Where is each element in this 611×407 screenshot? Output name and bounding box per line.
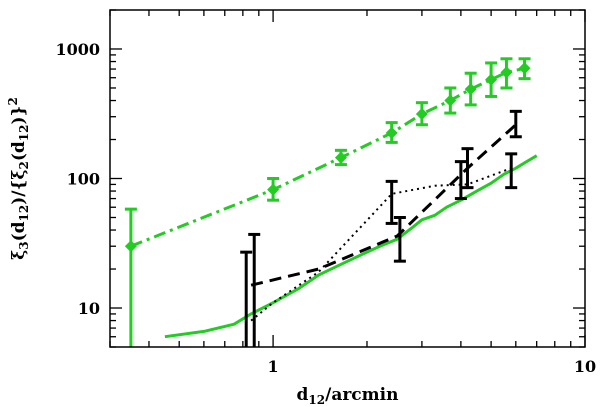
error-bar (248, 232, 261, 347)
error-bar (240, 250, 253, 347)
error-bar (393, 215, 406, 263)
error-bar (509, 109, 522, 139)
error-bar (124, 207, 137, 347)
plot-area (124, 57, 538, 347)
y-tick-label: 1000 (55, 40, 100, 59)
series-line-0 (130, 66, 525, 248)
error-bar (444, 86, 457, 115)
series-line-1 (164, 154, 538, 339)
plot-frame (109, 9, 586, 348)
x-axis-label: d12/arcmin (297, 385, 399, 407)
error-bar (461, 147, 474, 190)
error-bar (385, 179, 398, 225)
y-tick-label: 100 (67, 170, 100, 189)
error-bar (518, 57, 531, 81)
series-line-2 (250, 123, 517, 287)
error-bar (464, 71, 477, 107)
y-axis-label: ξ3​(d12​)/{ξ2​(d12​)}2​ (6, 97, 31, 260)
error-bar (385, 121, 398, 144)
x-tick-label: 10 (574, 357, 596, 376)
error-bar (500, 57, 513, 90)
axes: 1 10 10 100 1000 (55, 9, 596, 376)
error-bar (485, 61, 498, 98)
error-bar (334, 148, 347, 167)
error-bar (267, 177, 280, 202)
error-bar (454, 160, 467, 201)
error-bar (505, 152, 518, 190)
error-bar (415, 101, 428, 127)
x-tick-label: 1 (268, 357, 279, 376)
y-tick-label: 10 (78, 299, 100, 318)
